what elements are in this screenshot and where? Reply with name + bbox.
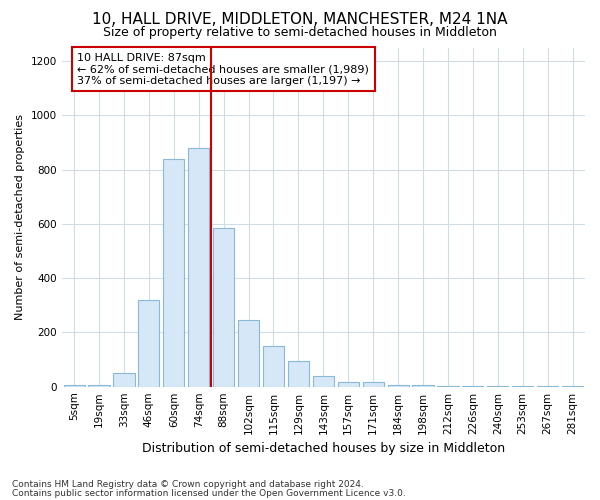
Bar (213, 228, 234, 386)
Bar (113, 373, 134, 386)
Bar (163, 159, 184, 386)
X-axis label: Distribution of semi-detached houses by size in Middleton: Distribution of semi-detached houses by … (142, 442, 505, 455)
Text: 10, HALL DRIVE, MIDDLETON, MANCHESTER, M24 1NA: 10, HALL DRIVE, MIDDLETON, MANCHESTER, M… (92, 12, 508, 28)
Bar (138, 300, 160, 386)
Text: Contains public sector information licensed under the Open Government Licence v3: Contains public sector information licen… (12, 489, 406, 498)
Bar (263, 346, 284, 387)
Y-axis label: Number of semi-detached properties: Number of semi-detached properties (15, 114, 25, 320)
Bar (362, 382, 384, 386)
Text: 10 HALL DRIVE: 87sqm
← 62% of semi-detached houses are smaller (1,989)
37% of se: 10 HALL DRIVE: 87sqm ← 62% of semi-detac… (77, 52, 369, 86)
Text: Size of property relative to semi-detached houses in Middleton: Size of property relative to semi-detach… (103, 26, 497, 39)
Bar (313, 376, 334, 386)
Text: Contains HM Land Registry data © Crown copyright and database right 2024.: Contains HM Land Registry data © Crown c… (12, 480, 364, 489)
Bar (238, 320, 259, 386)
Bar (338, 382, 359, 386)
Bar (188, 148, 209, 386)
Bar (288, 361, 309, 386)
